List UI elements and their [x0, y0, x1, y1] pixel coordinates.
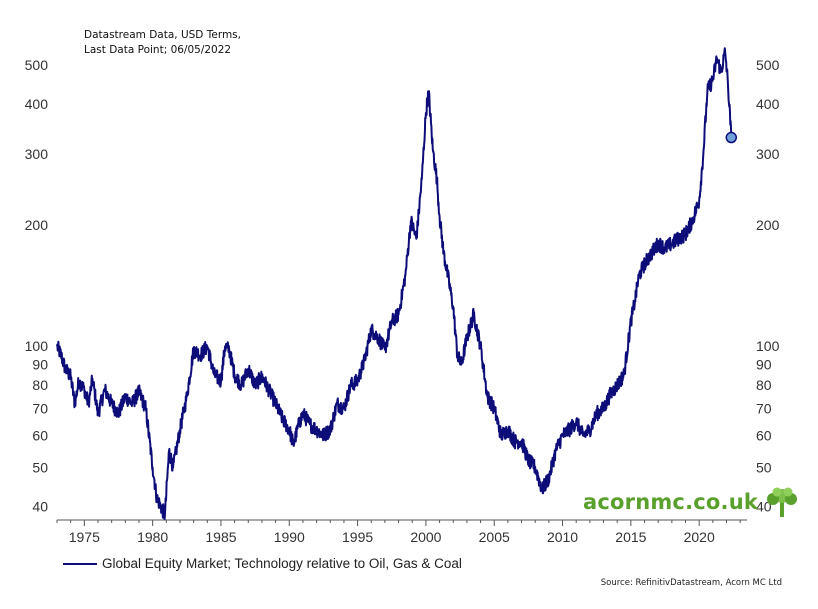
y-tick-right: 40	[756, 498, 772, 514]
y-tick-left: 300	[25, 146, 49, 162]
x-tick-label: 1995	[342, 529, 373, 545]
y-tick-left: 400	[25, 96, 49, 112]
source-note: Source: RefinitivDatastream, Acorn MC Lt…	[600, 578, 782, 588]
x-tick-label: 2020	[684, 529, 715, 545]
y-tick-left: 100	[25, 338, 49, 354]
x-tick-label: 2010	[547, 529, 578, 545]
y-tick-right: 500	[756, 57, 780, 73]
acorn-tree-icon	[767, 487, 798, 517]
y-tick-left: 70	[32, 401, 48, 417]
y-axis-right: 40 50 60 70 80 90 100 200 300 400 500	[756, 57, 780, 514]
x-tick-label: 1975	[69, 529, 100, 545]
y-tick-right: 200	[756, 217, 780, 233]
legend-label: Global Equity Market; Technology relativ…	[102, 556, 462, 571]
y-tick-left: 90	[32, 357, 48, 373]
brand: acornmc.co.uk	[583, 486, 800, 518]
y-tick-left: 40	[32, 498, 48, 514]
y-tick-left: 200	[25, 217, 49, 233]
y-tick-left: 500	[25, 57, 49, 73]
series-line	[56, 47, 733, 521]
x-tick-label: 2000	[410, 529, 441, 545]
y-tick-left: 60	[32, 428, 48, 444]
legend: Global Equity Market; Technology relativ…	[63, 556, 462, 571]
x-axis: 1975 1980 1985 1990 1995 2000 2005 2010 2015 2020	[56, 519, 747, 545]
chart-note-last-data-point: Last Data Point; 06/05/2022	[84, 44, 232, 56]
y-tick-right: 70	[756, 401, 772, 417]
y-tick-right: 50	[756, 459, 772, 475]
y-tick-right: 90	[756, 357, 772, 373]
x-tick-label: 1990	[274, 529, 305, 545]
x-tick-label: 1980	[137, 529, 168, 545]
y-tick-right: 400	[756, 96, 780, 112]
x-tick-label: 2005	[479, 529, 510, 545]
y-tick-left: 80	[32, 377, 48, 393]
y-tick-right: 80	[756, 377, 772, 393]
y-tick-right: 100	[756, 338, 780, 354]
x-tick-label: 2015	[615, 529, 646, 545]
y-tick-right: 60	[756, 428, 772, 444]
x-tick-label: 1985	[205, 529, 236, 545]
y-tick-right: 300	[756, 146, 780, 162]
legend-swatch	[63, 562, 97, 565]
brand-text: acornmc.co.uk	[583, 490, 759, 514]
y-tick-left: 50	[32, 459, 48, 475]
chart-note-source-terms: Datastream Data, USD Terms,	[84, 29, 241, 41]
last-data-point-marker	[725, 131, 738, 144]
y-axis-left: 40 50 60 70 80 90 100 200 300 400 500	[25, 57, 49, 514]
